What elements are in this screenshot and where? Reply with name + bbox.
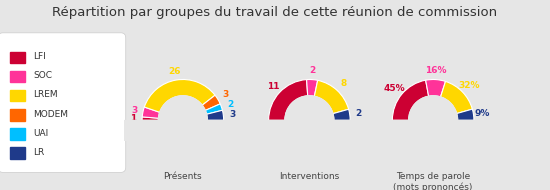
Wedge shape <box>144 79 215 112</box>
Bar <box>10 147 25 159</box>
Text: LR: LR <box>34 148 45 157</box>
Text: MODEM: MODEM <box>34 110 69 119</box>
Text: 3: 3 <box>229 110 235 119</box>
Text: LREM: LREM <box>34 90 58 100</box>
Wedge shape <box>441 81 472 114</box>
Text: SOC: SOC <box>34 71 52 80</box>
Circle shape <box>409 96 458 145</box>
Wedge shape <box>268 80 307 120</box>
Text: 2: 2 <box>227 100 233 109</box>
Text: 1: 1 <box>130 114 136 123</box>
Text: Temps de parole
(mots prononcés): Temps de parole (mots prononcés) <box>393 172 473 190</box>
Text: 26: 26 <box>168 67 181 76</box>
Text: 45%: 45% <box>384 84 406 93</box>
Bar <box>250 120 368 143</box>
Bar <box>10 71 25 82</box>
Text: 11: 11 <box>267 82 279 91</box>
Text: 9%: 9% <box>475 109 490 118</box>
Wedge shape <box>142 107 160 118</box>
Wedge shape <box>202 95 220 110</box>
Bar <box>374 120 492 143</box>
Wedge shape <box>456 109 474 120</box>
FancyBboxPatch shape <box>0 33 126 172</box>
Wedge shape <box>207 110 224 120</box>
Text: UAI: UAI <box>34 129 49 138</box>
Text: Répartition par groupes du travail de cette réunion de commission: Répartition par groupes du travail de ce… <box>52 6 498 19</box>
Bar <box>10 51 25 63</box>
Text: Présents: Présents <box>163 172 202 181</box>
Wedge shape <box>142 117 158 120</box>
Wedge shape <box>315 80 349 114</box>
Bar <box>10 109 25 121</box>
Bar <box>10 128 25 140</box>
Circle shape <box>285 96 334 145</box>
Text: 8: 8 <box>340 79 346 88</box>
Text: 3: 3 <box>223 90 229 99</box>
Wedge shape <box>333 109 350 120</box>
Bar <box>124 120 242 143</box>
Text: 32%: 32% <box>458 81 480 90</box>
Text: 16%: 16% <box>426 66 447 75</box>
Text: 2: 2 <box>310 66 316 75</box>
Text: LFI: LFI <box>34 52 46 61</box>
Wedge shape <box>392 80 428 120</box>
Bar <box>10 90 25 101</box>
Wedge shape <box>306 79 318 96</box>
Text: Interventions: Interventions <box>279 172 339 181</box>
Wedge shape <box>205 104 222 114</box>
Circle shape <box>158 96 207 145</box>
Text: 2: 2 <box>355 109 362 118</box>
Text: 3: 3 <box>131 106 138 115</box>
Wedge shape <box>426 79 446 97</box>
